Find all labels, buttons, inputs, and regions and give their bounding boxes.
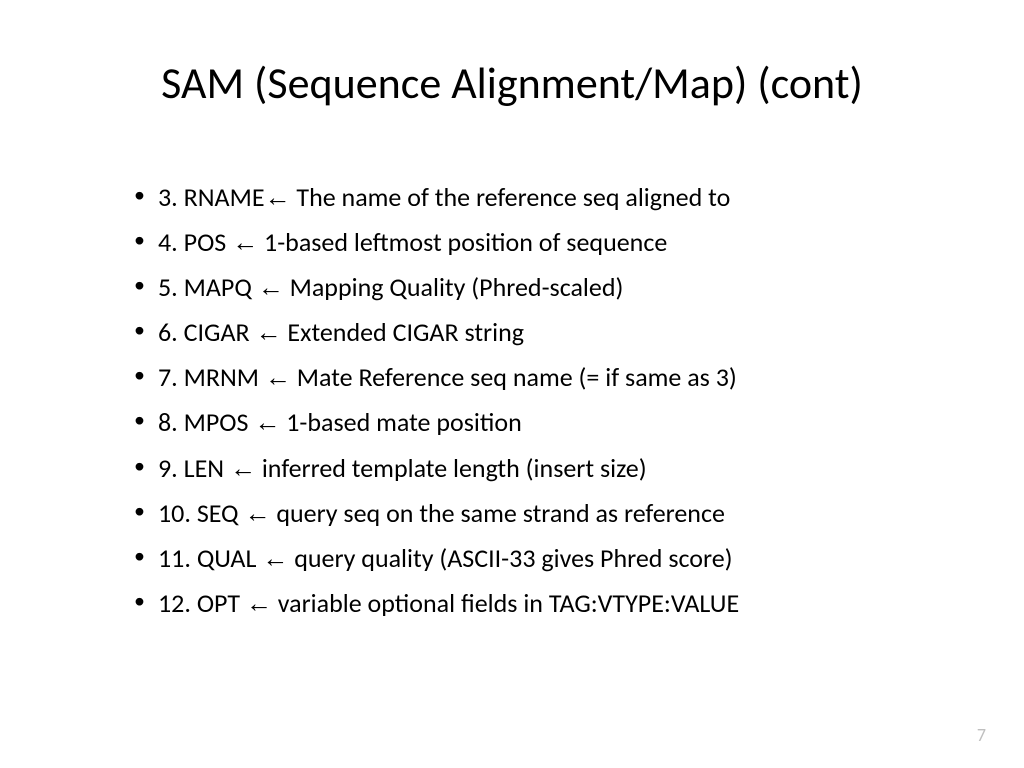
field-description: 1-based leftmost position of sequence	[264, 226, 667, 258]
left-arrow-icon: ←	[254, 405, 280, 440]
left-arrow-icon: ←	[262, 541, 288, 576]
field-number: 9.	[158, 452, 178, 484]
field-description: Mate Reference seq name (= if same as 3)	[297, 361, 737, 393]
field-description: Extended CIGAR string	[287, 316, 524, 348]
list-item: 7. MRNM ← Mate Reference seq name (= if …	[130, 360, 930, 395]
field-number: 10.	[158, 497, 191, 529]
left-arrow-icon: ←	[232, 225, 258, 260]
list-item: 6. CIGAR ← Extended CIGAR string	[130, 315, 930, 350]
slide: SAM (Sequence Alignment/Map) (cont) 3. R…	[0, 0, 1024, 768]
list-item: 8. MPOS ← 1-based mate position	[130, 405, 930, 440]
left-arrow-icon: ←	[258, 270, 284, 305]
field-description: inferred template length (insert size)	[262, 452, 647, 484]
list-item: 11. QUAL ← query quality (ASCII-33 gives…	[130, 541, 930, 576]
field-number: 8.	[158, 406, 178, 438]
list-item: 9. LEN ← inferred template length (inser…	[130, 451, 930, 486]
page-number: 7	[977, 724, 986, 746]
field-name: MRNM	[184, 361, 259, 393]
field-number: 6.	[158, 316, 178, 348]
field-name: QUAL	[197, 542, 257, 574]
field-name: CIGAR	[184, 316, 250, 348]
field-name: OPT	[197, 587, 240, 619]
field-number: 11.	[158, 542, 191, 574]
bullet-list: 3. RNAME← The name of the reference seq …	[130, 180, 930, 621]
field-number: 7.	[158, 361, 178, 393]
field-name: SEQ	[197, 497, 239, 529]
field-name: MAPQ	[184, 271, 252, 303]
left-arrow-icon: ←	[244, 496, 270, 531]
field-name: LEN	[184, 452, 224, 484]
field-description: query seq on the same strand as referenc…	[276, 497, 725, 529]
field-description: Mapping Quality (Phred-scaled)	[290, 271, 624, 303]
left-arrow-icon: ←	[265, 360, 291, 395]
slide-title: SAM (Sequence Alignment/Map) (cont)	[0, 56, 1024, 110]
slide-content: 3. RNAME← The name of the reference seq …	[130, 180, 930, 631]
field-description: variable optional fields in TAG:VTYPE:VA…	[278, 587, 739, 619]
list-item: 4. POS ← 1-based leftmost position of se…	[130, 225, 930, 260]
field-name: MPOS	[184, 406, 249, 438]
field-number: 5.	[158, 271, 178, 303]
list-item: 3. RNAME← The name of the reference seq …	[130, 180, 930, 215]
left-arrow-icon: ←	[230, 451, 256, 486]
field-description: The name of the reference seq aligned to	[296, 181, 730, 213]
field-number: 4.	[158, 226, 178, 258]
field-name: POS	[184, 226, 227, 258]
list-item: 12. OPT ← variable optional fields in TA…	[130, 586, 930, 621]
field-description: 1-based mate position	[286, 406, 522, 438]
field-name: RNAME	[184, 181, 265, 213]
left-arrow-icon: ←	[256, 315, 282, 350]
list-item: 5. MAPQ ← Mapping Quality (Phred-scaled)	[130, 270, 930, 305]
field-description: query quality (ASCII-33 gives Phred scor…	[294, 542, 732, 574]
field-number: 12.	[158, 587, 191, 619]
list-item: 10. SEQ ← query seq on the same strand a…	[130, 496, 930, 531]
left-arrow-icon: ←	[246, 586, 272, 621]
field-number: 3.	[158, 181, 178, 213]
left-arrow-icon: ←	[265, 180, 291, 215]
